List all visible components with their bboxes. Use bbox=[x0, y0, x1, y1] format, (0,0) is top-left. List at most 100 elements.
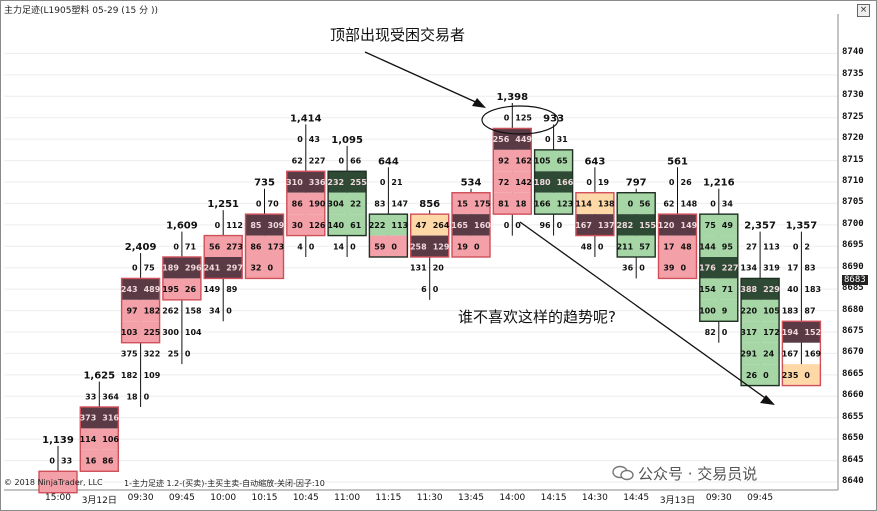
ask-volume-label: 33 bbox=[61, 457, 72, 466]
bid-volume-label: 134 bbox=[740, 264, 757, 273]
x-tick-label: 15:00 bbox=[45, 493, 71, 503]
bid-volume-label: 144 bbox=[699, 242, 716, 251]
ask-volume-label: 173 bbox=[268, 242, 285, 251]
bid-volume-label: 17 bbox=[663, 242, 674, 251]
bid-volume-label: 220 bbox=[740, 307, 757, 316]
bid-volume-label: 34 bbox=[209, 307, 221, 316]
ask-volume-label: 106 bbox=[102, 435, 119, 444]
ask-volume-label: 152 bbox=[804, 328, 821, 337]
ask-volume-label: 26 bbox=[681, 178, 693, 187]
bar-total-volume-label: 1,139 bbox=[42, 435, 74, 446]
footprint-cell bbox=[39, 471, 77, 493]
ask-volume-label: 57 bbox=[639, 242, 650, 251]
bid-volume-label: 182 bbox=[121, 371, 138, 380]
close-button[interactable]: × bbox=[857, 4, 870, 17]
bid-volume-label: 154 bbox=[699, 285, 716, 294]
y-tick-label: 8715 bbox=[842, 154, 864, 165]
ask-volume-label: 48 bbox=[681, 242, 693, 251]
footprint-cell bbox=[410, 235, 449, 257]
x-tick-label: 09:45 bbox=[747, 493, 774, 503]
ask-volume-label: 316 bbox=[102, 414, 119, 423]
bid-volume-label: 0 bbox=[339, 157, 345, 166]
footprint-bar: 0 70 85 309 86 173 32 0 735 bbox=[244, 178, 285, 280]
bar-total-volume-label: 933 bbox=[543, 113, 564, 124]
ask-volume-label: 138 bbox=[598, 199, 615, 208]
bar-total-volume-label: 1,609 bbox=[166, 221, 198, 232]
bid-volume-label: 167 bbox=[782, 349, 799, 358]
bid-volume-label: 0 bbox=[504, 114, 510, 123]
ask-volume-label: 86 bbox=[102, 457, 114, 466]
x-tick-label: 09:30 bbox=[127, 493, 154, 503]
ask-volume-label: 0 bbox=[804, 371, 810, 380]
y-tick-label: 8675 bbox=[842, 326, 864, 336]
footprint-cell bbox=[741, 342, 780, 365]
ask-volume-label: 175 bbox=[474, 199, 491, 208]
footprint-cell bbox=[80, 428, 119, 450]
ask-volume-label: 125 bbox=[515, 114, 532, 123]
footprint-cell bbox=[369, 235, 408, 257]
footprint-cell bbox=[575, 214, 614, 236]
x-tick-label: 14:15 bbox=[540, 493, 567, 503]
footprint-cell bbox=[493, 171, 532, 193]
current-price-marker: 8683 bbox=[842, 275, 868, 285]
indicator-legend: 1-主力足迹 1.2-(买卖)-主买主卖-自动缩放-关闭-因子:10 bbox=[124, 479, 325, 488]
bar-total-volume-label: 644 bbox=[378, 156, 399, 167]
ask-volume-label: 22 bbox=[350, 199, 361, 208]
footprint-cell bbox=[286, 192, 325, 215]
bid-volume-label: 317 bbox=[740, 328, 757, 337]
ask-volume-label: 255 bbox=[350, 178, 367, 187]
ask-volume-label: 229 bbox=[763, 285, 780, 294]
footprint-cell bbox=[121, 278, 160, 300]
bid-volume-label: 0 bbox=[545, 135, 551, 144]
bar-total-volume-label: 856 bbox=[419, 199, 440, 210]
footprint-cell bbox=[452, 235, 490, 257]
footprint-cell bbox=[534, 192, 573, 215]
ask-volume-label: 172 bbox=[763, 328, 780, 337]
footprint-bar: 33 364 373 316 114 106 16 86 1,625 bbox=[80, 371, 119, 472]
footprint-cell bbox=[493, 192, 532, 215]
bid-volume-label: 105 bbox=[534, 157, 551, 166]
annotation-arrows bbox=[364, 51, 775, 405]
y-tick-label: 8710 bbox=[842, 176, 864, 186]
y-tick-label: 8720 bbox=[842, 133, 864, 144]
ask-volume-label: 34 bbox=[722, 199, 734, 208]
x-tick-label: 10:45 bbox=[292, 493, 319, 503]
bid-volume-label: 14 bbox=[333, 242, 345, 251]
bid-volume-label: 83 bbox=[374, 199, 385, 208]
bid-volume-label: 27 bbox=[746, 242, 757, 251]
ask-volume-label: 0 bbox=[557, 221, 563, 230]
footprint-cell bbox=[162, 257, 201, 279]
ask-volume-label: 31 bbox=[557, 135, 569, 144]
y-tick-label: 8680 bbox=[842, 304, 864, 315]
bar-body-outline bbox=[699, 213, 739, 322]
bid-volume-label: 85 bbox=[250, 221, 262, 230]
ask-volume-label: 113 bbox=[763, 242, 780, 251]
footprint-cell bbox=[617, 214, 656, 236]
bid-volume-label: 96 bbox=[539, 221, 551, 230]
footprint-cell bbox=[328, 214, 367, 236]
y-tick-label: 8690 bbox=[842, 261, 864, 272]
copyright-text: © 2018 NinjaTrader, LLC bbox=[4, 478, 103, 487]
bar-body-outline bbox=[740, 277, 780, 387]
ask-volume-label: 296 bbox=[185, 264, 202, 273]
ask-volume-label: 83 bbox=[804, 264, 815, 273]
bid-volume-label: 33 bbox=[85, 392, 96, 401]
bid-volume-label: 243 bbox=[121, 285, 138, 294]
ask-volume-label: 19 bbox=[598, 178, 610, 187]
bid-volume-label: 211 bbox=[616, 242, 633, 251]
bid-volume-label: 291 bbox=[740, 349, 757, 358]
ask-volume-label: 449 bbox=[515, 135, 532, 144]
footprint-cell bbox=[328, 192, 367, 215]
bid-volume-label: 262 bbox=[162, 307, 179, 316]
footprint-bar: 0 26 62 148 120 149 17 48 39 0 561 bbox=[658, 156, 698, 280]
footprint-cell bbox=[617, 235, 656, 257]
bid-volume-label: 0 bbox=[380, 178, 386, 187]
footprint-cell bbox=[699, 235, 738, 257]
bar-total-volume-label: 534 bbox=[461, 178, 482, 189]
ask-volume-label: 0 bbox=[185, 349, 191, 358]
ask-volume-label: 309 bbox=[268, 221, 285, 230]
footprint-cell bbox=[782, 364, 821, 386]
ask-volume-label: 71 bbox=[185, 242, 197, 251]
bid-volume-label: 15 bbox=[457, 199, 469, 208]
